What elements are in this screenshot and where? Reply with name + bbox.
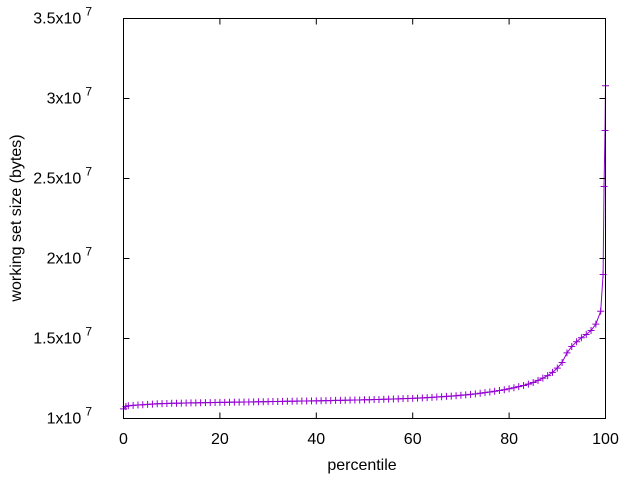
data-point-marker — [539, 374, 547, 382]
data-point-marker — [577, 334, 585, 342]
data-point-marker — [592, 320, 600, 328]
data-point-marker — [548, 368, 556, 376]
data-point-marker — [558, 359, 566, 366]
x-tick-label: 20 — [211, 431, 229, 448]
x-axis-ticks: 0 20 40 60 80 100 — [119, 18, 619, 448]
x-tick-label: 60 — [404, 431, 422, 448]
y-tick-mantissa: 2x10 — [47, 251, 82, 268]
y-tick-label: 2x10 7 — [47, 245, 93, 268]
data-point-marker — [573, 338, 581, 346]
y-tick-exponent: 7 — [85, 245, 92, 259]
y-tick-mantissa: 3x10 — [47, 91, 82, 108]
y-tick-exponent: 7 — [85, 165, 92, 179]
data-point-marker — [553, 364, 561, 372]
data-point-marker — [491, 387, 499, 395]
data-point-marker — [534, 376, 542, 384]
x-tick-label: 0 — [119, 431, 128, 448]
data-point-marker — [529, 379, 537, 386]
y-tick-label: 1x10 7 — [47, 405, 93, 428]
y-tick-exponent: 7 — [85, 5, 92, 19]
data-point-marker — [568, 343, 576, 350]
data-point-marker — [500, 386, 508, 394]
data-point-marker — [476, 389, 484, 397]
data-point-marker — [520, 382, 528, 390]
series-layer — [120, 82, 609, 413]
x-tick-label: 80 — [500, 431, 518, 448]
data-point-marker — [471, 390, 479, 398]
x-axis-label: percentile — [327, 457, 396, 474]
y-tick-exponent: 7 — [85, 405, 92, 419]
y-tick-mantissa: 2.5x10 — [33, 171, 81, 188]
data-point-marker — [587, 327, 595, 334]
y-axis-label: working set size (bytes) — [8, 134, 25, 302]
data-point-marker — [524, 380, 532, 388]
data-point-marker — [544, 372, 552, 380]
plot-frame — [123, 18, 606, 419]
data-point-marker — [597, 307, 605, 315]
y-tick-exponent: 7 — [85, 325, 92, 339]
data-point-marker — [486, 388, 494, 396]
y-tick-label: 3.5x10 7 — [33, 5, 92, 28]
y-tick-mantissa: 1x10 — [47, 411, 82, 428]
data-point-marker — [481, 389, 489, 397]
y-tick-mantissa: 3.5x10 — [33, 11, 81, 28]
data-point-marker — [505, 385, 513, 393]
x-tick-label: 40 — [307, 431, 325, 448]
data-point-marker — [600, 183, 608, 190]
data-point-marker — [582, 331, 590, 338]
y-tick-label: 2.5x10 7 — [33, 165, 92, 188]
series-line — [123, 85, 606, 410]
data-point-marker — [563, 349, 571, 357]
data-point-marker — [495, 387, 503, 394]
y-tick-mantissa: 1.5x10 — [33, 331, 81, 348]
x-tick-label: 100 — [592, 431, 619, 448]
data-point-marker — [515, 383, 523, 391]
data-point-marker — [510, 384, 518, 392]
y-tick-label: 1.5x10 7 — [33, 325, 92, 348]
y-tick-label: 3x10 7 — [47, 85, 93, 108]
y-tick-exponent: 7 — [85, 85, 92, 99]
